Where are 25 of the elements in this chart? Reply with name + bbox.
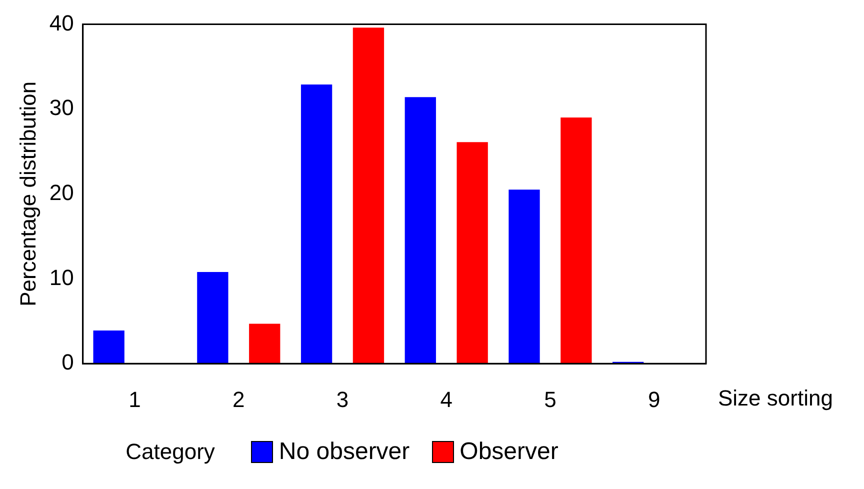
x-axis-title: Size sorting bbox=[718, 386, 833, 411]
y-tick-label: 10 bbox=[49, 264, 74, 290]
x-tick-label: 5 bbox=[544, 386, 556, 412]
bar bbox=[249, 324, 280, 364]
y-tick-label: 40 bbox=[49, 10, 74, 36]
bar bbox=[560, 118, 592, 364]
x-tick-label: 3 bbox=[336, 386, 349, 412]
bar bbox=[93, 330, 124, 364]
legend-label: Observer bbox=[460, 438, 558, 466]
bar bbox=[508, 190, 540, 364]
y-tick-label: 20 bbox=[49, 180, 74, 205]
bar bbox=[404, 97, 436, 364]
bar bbox=[456, 142, 488, 364]
x-tick-label: 9 bbox=[648, 386, 660, 412]
bar bbox=[197, 272, 228, 364]
y-tick-label: 30 bbox=[49, 95, 74, 120]
legend-title: Category bbox=[126, 439, 215, 465]
x-tick-label: 4 bbox=[440, 386, 452, 412]
x-tick-label: 2 bbox=[232, 386, 245, 412]
x-tick-label: 1 bbox=[128, 386, 141, 412]
bar bbox=[300, 84, 332, 364]
legend-label: No observer bbox=[278, 438, 410, 466]
bar bbox=[352, 28, 384, 364]
y-axis-title: Percentage distribution bbox=[15, 81, 40, 306]
y-tick-label: 0 bbox=[62, 350, 74, 375]
